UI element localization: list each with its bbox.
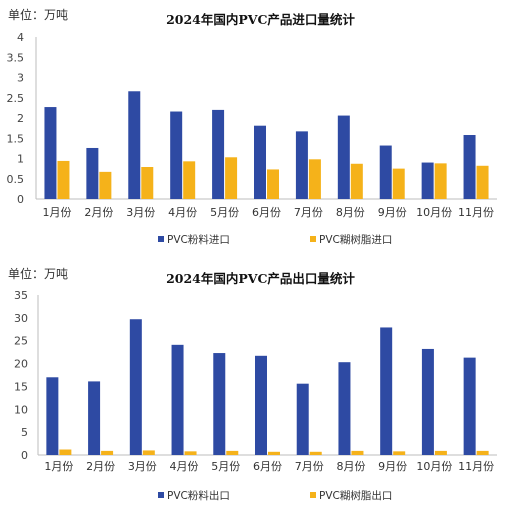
bar [57, 160, 70, 199]
bar [101, 450, 114, 455]
unit-label: 单位：万吨 [8, 8, 69, 22]
bar [59, 449, 72, 455]
bar [308, 159, 321, 199]
x-category-label: 6月份 [252, 206, 281, 219]
bar [434, 450, 447, 455]
bar [380, 327, 393, 455]
bar [476, 165, 489, 199]
y-tick-label: 0 [17, 193, 24, 206]
x-category-label: 9月份 [378, 206, 407, 219]
x-category-label: 8月份 [336, 460, 365, 473]
bar [421, 348, 434, 455]
bar [379, 145, 392, 199]
y-tick-label: 10 [14, 403, 28, 416]
y-tick-label: 2 [17, 112, 24, 125]
export-chart-panel: 单位：万吨 2024年国内PVC产品出口量统计 0 5 10 15 20 25 30 35 1月… [0, 259, 521, 518]
bar [88, 381, 101, 455]
y-tick-label: 30 [14, 312, 28, 325]
unit-label: 单位：万吨 [8, 267, 69, 281]
chart-title: 2024年国内PVC产品出口量统计 [166, 271, 355, 286]
bar [309, 451, 322, 455]
legend-swatch [158, 492, 164, 498]
y-tick-label: 0.5 [7, 173, 25, 186]
legend-label: PVC粉料进口 [167, 233, 230, 246]
legend-label: PVC糊树脂进口 [319, 233, 392, 246]
y-tick-label: 35 [14, 289, 28, 302]
bar [463, 135, 476, 199]
bar [225, 157, 238, 199]
x-category-label: 3月份 [126, 206, 155, 219]
bar [226, 450, 239, 455]
bar [142, 450, 155, 455]
y-tick-label: 4 [17, 31, 24, 44]
export-chart-svg: 0 5 10 15 20 25 30 35 1月份 2月份 3月份 4月份 5月份 6月份 7月份 8月份 9月… [14, 289, 497, 502]
bar [421, 162, 434, 199]
bar [434, 163, 447, 199]
y-tick-label: 15 [14, 380, 28, 393]
import-chart-panel: 单位：万吨 2024年国内PVC产品进口量统计 0 0.5 1 1.5 2 2.5 3 3.5… [7, 8, 497, 246]
legend-swatch [310, 236, 316, 242]
legend-label: PVC糊树脂出口 [319, 489, 392, 502]
x-category-label: 1月份 [42, 206, 71, 219]
x-category-label: 2月份 [84, 206, 113, 219]
bar [267, 169, 279, 199]
x-category-label: 5月份 [211, 460, 240, 473]
bar [295, 131, 308, 199]
bar [213, 353, 226, 455]
bar [338, 362, 351, 455]
chart-title: 2024年国内PVC产品进口量统计 [166, 12, 355, 27]
bar [171, 344, 184, 455]
bar [141, 167, 154, 199]
x-category-label: 6月份 [253, 460, 282, 473]
bar [351, 450, 364, 455]
bar [129, 319, 142, 455]
bar [170, 111, 183, 199]
x-category-label: 10月份 [416, 206, 452, 219]
x-category-label: 3月份 [128, 460, 157, 473]
y-tick-label: 2.5 [7, 92, 25, 105]
x-category-label: 4月份 [170, 460, 199, 473]
bar [99, 171, 112, 199]
x-category-label: 5月份 [210, 206, 239, 219]
legend-label: PVC粉料出口 [167, 489, 230, 502]
x-category-label: 11月份 [458, 460, 494, 473]
legend-swatch [310, 492, 316, 498]
y-tick-label: 3.5 [7, 51, 25, 64]
y-tick-label: 5 [21, 426, 28, 439]
bar [392, 168, 405, 199]
x-category-label: 10月份 [416, 460, 452, 473]
x-category-label: 2月份 [86, 460, 115, 473]
legend-swatch [158, 236, 164, 242]
y-tick-label: 3 [17, 72, 24, 85]
import-chart-svg: 0 0.5 1 1.5 2 2.5 3 3.5 4 1月份 2月份 3月份 4月份 5月份 6月份 7月份 8月… [7, 31, 497, 246]
bar [255, 355, 267, 455]
bar [46, 377, 59, 455]
bar [254, 125, 266, 199]
bar [337, 115, 350, 199]
bar [463, 357, 476, 455]
bar [393, 451, 406, 455]
y-tick-label: 1.5 [7, 132, 25, 145]
x-category-label: 4月份 [168, 206, 197, 219]
y-tick-label: 20 [14, 358, 28, 371]
bar [350, 163, 363, 199]
x-category-label: 9月份 [378, 460, 407, 473]
bar [183, 161, 196, 199]
x-category-label: 7月份 [295, 460, 324, 473]
y-tick-label: 0 [21, 449, 28, 462]
x-category-label: 11月份 [458, 206, 494, 219]
x-category-label: 7月份 [294, 206, 323, 219]
bar [476, 450, 489, 455]
x-category-label: 8月份 [336, 206, 365, 219]
bar [296, 383, 309, 455]
bar [268, 451, 280, 455]
bar [44, 107, 57, 199]
bar [86, 147, 99, 199]
x-category-label: 1月份 [44, 460, 73, 473]
y-tick-label: 25 [14, 335, 28, 348]
y-tick-label: 1 [17, 153, 24, 166]
bar [128, 91, 141, 199]
bar [184, 451, 197, 455]
bar [212, 109, 225, 199]
